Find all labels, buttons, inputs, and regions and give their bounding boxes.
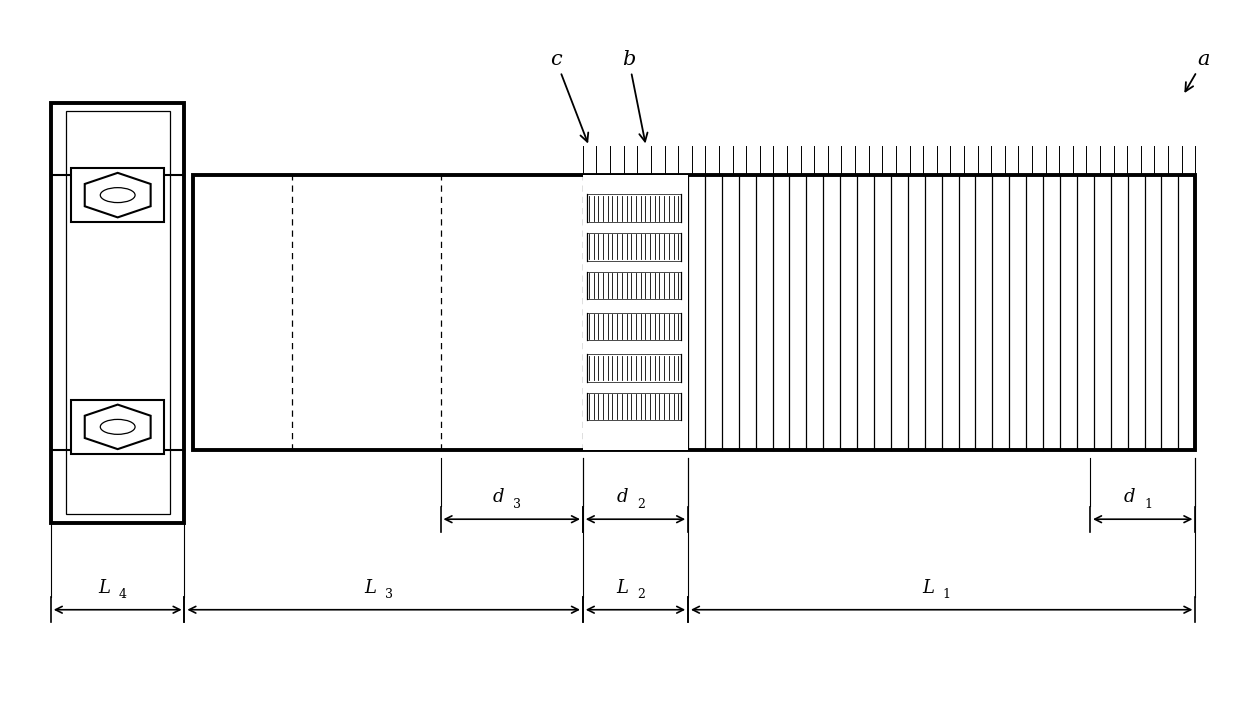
Text: 3: 3: [384, 588, 393, 601]
Text: 4: 4: [119, 588, 126, 601]
Text: 3: 3: [513, 497, 521, 510]
Text: L: L: [365, 579, 376, 597]
Text: d: d: [616, 488, 627, 506]
Bar: [66, 111, 170, 514]
Text: L: L: [616, 579, 627, 597]
Bar: [71, 400, 164, 454]
Text: L: L: [98, 579, 110, 597]
Bar: [583, 175, 688, 451]
Bar: [51, 103, 185, 523]
Text: c: c: [549, 50, 588, 142]
Text: 1: 1: [942, 588, 951, 601]
Ellipse shape: [100, 419, 135, 434]
Bar: [193, 175, 1195, 451]
Text: 1: 1: [1145, 497, 1152, 510]
Bar: [71, 168, 164, 222]
Ellipse shape: [100, 188, 135, 203]
Text: 2: 2: [636, 588, 645, 601]
Text: d: d: [492, 488, 505, 506]
Text: L: L: [923, 579, 934, 597]
Text: b: b: [622, 50, 647, 142]
Text: d: d: [1123, 488, 1136, 506]
Text: 2: 2: [636, 497, 645, 510]
Text: a: a: [1185, 50, 1210, 92]
